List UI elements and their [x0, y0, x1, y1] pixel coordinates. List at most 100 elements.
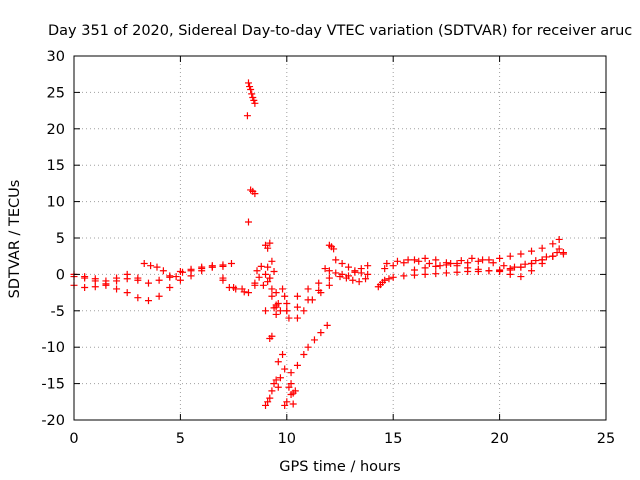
series-scatter-8h5: [253, 262, 280, 300]
data-point: [436, 262, 444, 270]
data-point: [542, 253, 550, 261]
series-rise-a: [262, 274, 333, 315]
data-point: [496, 267, 504, 275]
data-point: [285, 383, 293, 391]
data-point: [91, 283, 99, 291]
data-point: [364, 270, 372, 278]
y-tick-label: -15: [41, 377, 65, 393]
data-point: [274, 383, 282, 391]
data-point: [432, 262, 440, 270]
data-point: [345, 263, 353, 271]
data-point: [268, 257, 276, 265]
data-point: [102, 277, 110, 285]
data-point: [166, 273, 174, 281]
data-point: [270, 267, 278, 275]
y-tick-label: 25: [47, 85, 65, 101]
data-marks: [70, 79, 567, 409]
x-tick-label: 10: [278, 431, 296, 447]
data-point: [489, 259, 497, 267]
data-point: [528, 259, 536, 267]
data-point: [362, 275, 370, 283]
data-point: [325, 281, 333, 289]
data-point: [457, 257, 465, 265]
series-band-13h: [336, 273, 370, 286]
data-point: [410, 256, 418, 264]
data-point: [315, 279, 323, 287]
data-point: [532, 257, 540, 265]
y-tick-label: 0: [56, 267, 65, 283]
data-point: [432, 270, 440, 278]
data-point: [262, 401, 270, 409]
data-point: [338, 259, 346, 267]
data-point: [468, 254, 476, 262]
data-point: [300, 350, 308, 358]
data-point: [262, 270, 270, 278]
data-point: [506, 270, 514, 278]
x-tick-label: 15: [384, 431, 402, 447]
data-point: [538, 259, 546, 267]
data-point: [553, 249, 561, 257]
data-point: [510, 263, 518, 271]
data-point: [432, 256, 440, 264]
data-point: [381, 265, 389, 273]
data-point: [123, 270, 131, 278]
data-point: [268, 292, 276, 300]
y-tick-label: -10: [41, 340, 65, 356]
data-point: [179, 268, 187, 276]
data-point: [496, 254, 504, 262]
data-point: [404, 256, 412, 264]
axis-ticks: [73, 55, 607, 421]
data-point: [281, 365, 289, 373]
y-tick-label: -5: [51, 304, 65, 320]
series-spike-top: [244, 79, 259, 107]
data-point: [270, 380, 278, 388]
data-point: [400, 259, 408, 267]
series-dip-12h: [325, 241, 338, 253]
data-point: [166, 284, 174, 292]
data-point: [219, 262, 227, 270]
data-point: [172, 273, 180, 281]
data-point: [421, 254, 429, 262]
data-point: [464, 259, 472, 267]
data-point: [266, 274, 274, 282]
data-point: [248, 90, 256, 98]
data-point: [255, 273, 263, 281]
data-point: [325, 274, 333, 282]
data-point: [268, 387, 276, 395]
data-point: [153, 263, 161, 271]
chart-title: Day 351 of 2020, Sidereal Day-to-day VTE…: [48, 23, 632, 39]
y-tick-label: 30: [47, 49, 65, 65]
data-point: [123, 289, 131, 297]
data-point: [225, 284, 233, 292]
data-point: [227, 259, 235, 267]
data-point: [289, 389, 297, 397]
data-point: [253, 267, 261, 275]
data-point: [528, 247, 536, 255]
data-point: [517, 263, 525, 271]
data-point: [389, 273, 397, 281]
data-point: [421, 270, 429, 278]
data-point: [144, 279, 152, 287]
series-late-e: [496, 245, 563, 281]
data-point: [389, 262, 397, 270]
data-point: [528, 267, 536, 275]
data-point: [134, 294, 142, 302]
data-point: [266, 394, 274, 402]
data-point: [287, 380, 295, 388]
series-late-c: [383, 249, 561, 271]
x-tick-label: 5: [176, 431, 185, 447]
series-scatter-9h: [262, 239, 289, 409]
x-tick-label: 20: [490, 431, 508, 447]
data-point: [251, 279, 259, 287]
data-point: [289, 400, 297, 408]
data-point: [283, 398, 291, 406]
data-point: [279, 350, 287, 358]
data-point: [251, 190, 259, 198]
x-axis-tick-labels: 0 5 10 15 20 25: [69, 431, 615, 447]
data-point: [332, 256, 340, 264]
y-tick-label: 15: [47, 158, 65, 174]
data-point: [264, 244, 272, 252]
data-point: [393, 257, 401, 265]
data-point: [304, 285, 312, 293]
data-point: [415, 257, 423, 265]
